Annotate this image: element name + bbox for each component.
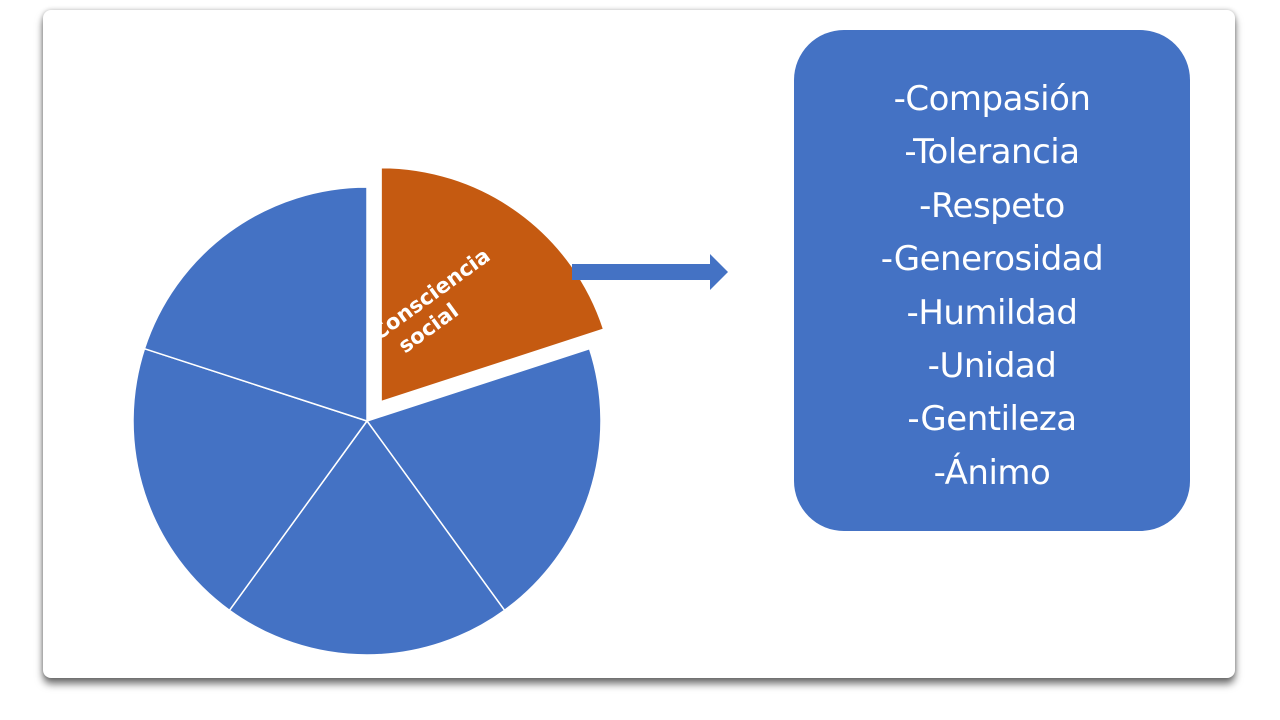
quality-item: -Gentileza (907, 399, 1077, 440)
quality-item: -Tolerancia (904, 132, 1080, 173)
qualities-box: -Compasión -Tolerancia -Respeto -Generos… (794, 30, 1190, 531)
pie-segment-segment-4 (132, 347, 369, 612)
quality-item: -Ánimo (933, 452, 1051, 493)
quality-item: -Unidad (927, 346, 1057, 387)
quality-item: -Respeto (919, 185, 1065, 226)
quality-item: -Humildad (906, 292, 1078, 333)
pie-diagram: Conscienciasocial (132, 166, 728, 656)
arrow-connector (572, 254, 728, 290)
pie-segment-segment-5 (143, 186, 368, 423)
pie-segment-segment-2 (365, 347, 602, 612)
quality-item: -Compasión (893, 79, 1091, 119)
quality-item: -Generosidad (880, 239, 1104, 280)
slide: Conscienciasocial -Compasión -Tolerancia… (43, 10, 1235, 678)
pie-segment-segment-3 (228, 419, 506, 656)
pie-segment-consciencia-social (380, 166, 605, 403)
pie-chart: Conscienciasocial (132, 166, 605, 656)
